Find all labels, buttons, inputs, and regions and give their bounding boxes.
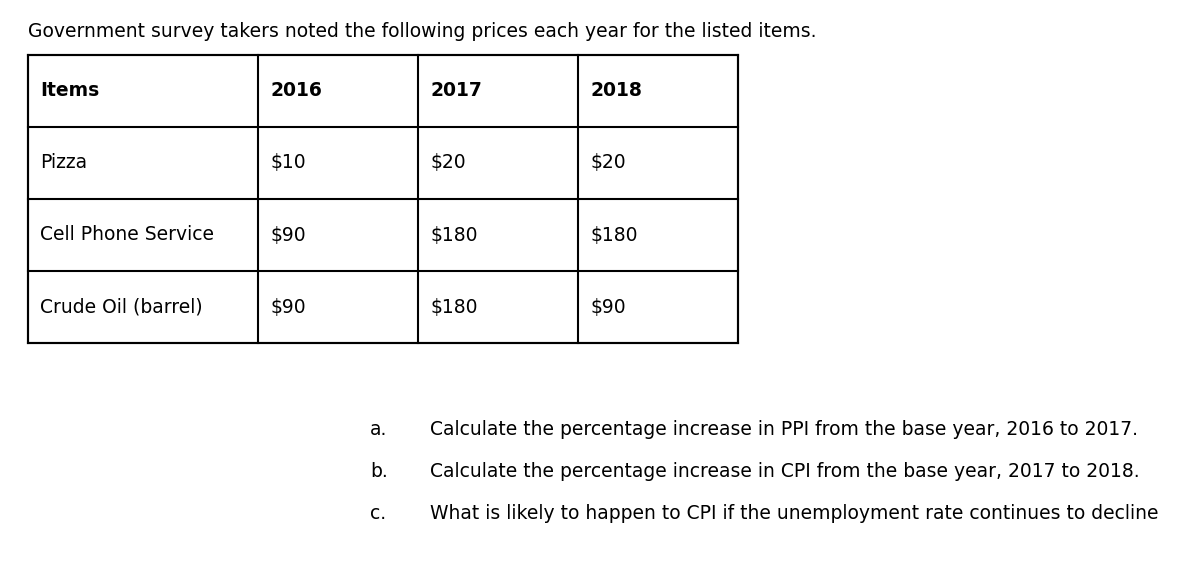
- Text: $90: $90: [590, 297, 625, 316]
- Text: $180: $180: [430, 226, 478, 245]
- Text: $10: $10: [270, 154, 306, 172]
- Text: Calculate the percentage increase in PPI from the base year, 2016 to 2017.: Calculate the percentage increase in PPI…: [430, 420, 1138, 439]
- Text: b.: b.: [370, 462, 388, 481]
- Text: c.: c.: [370, 504, 386, 523]
- Text: $90: $90: [270, 226, 306, 245]
- Text: Crude Oil (barrel): Crude Oil (barrel): [40, 297, 203, 316]
- Text: Calculate the percentage increase in CPI from the base year, 2017 to 2018.: Calculate the percentage increase in CPI…: [430, 462, 1140, 481]
- Text: a.: a.: [370, 420, 388, 439]
- Bar: [28, 55, 738, 343]
- Text: $20: $20: [590, 154, 625, 172]
- Text: $180: $180: [590, 226, 637, 245]
- Text: 2016: 2016: [270, 81, 322, 100]
- Text: Government survey takers noted the following prices each year for the listed ite: Government survey takers noted the follo…: [28, 22, 816, 41]
- Text: $180: $180: [430, 297, 478, 316]
- Text: Cell Phone Service: Cell Phone Service: [40, 226, 214, 245]
- Text: 2017: 2017: [430, 81, 482, 100]
- Text: Items: Items: [40, 81, 100, 100]
- Text: 2018: 2018: [590, 81, 642, 100]
- Text: $90: $90: [270, 297, 306, 316]
- Text: Pizza: Pizza: [40, 154, 88, 172]
- Text: What is likely to happen to CPI if the unemployment rate continues to decline: What is likely to happen to CPI if the u…: [430, 504, 1158, 523]
- Text: $20: $20: [430, 154, 466, 172]
